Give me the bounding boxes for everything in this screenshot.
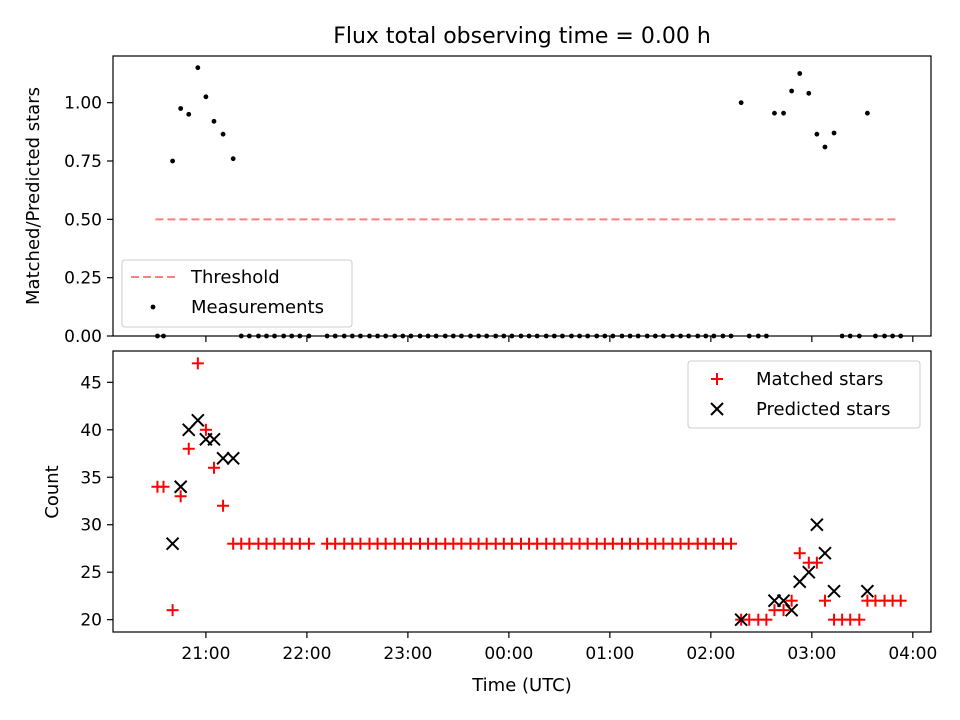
- predicted-stars-point: [802, 565, 816, 579]
- top-y-tick-label: 0.00: [64, 327, 102, 347]
- matched-stars-point: [191, 357, 204, 370]
- matched-stars-point: [810, 556, 823, 569]
- matched-stars-point: [174, 490, 187, 503]
- top-frame: [112, 55, 932, 337]
- top-marks: [155, 65, 904, 339]
- measurements-point: [806, 90, 812, 96]
- measurements-point: [772, 110, 777, 116]
- bottom-x-tick-label: 01:00: [585, 644, 634, 664]
- matched-stars-point: [157, 480, 170, 493]
- measurements-point: [738, 100, 744, 106]
- predicted-stars-point: [207, 432, 221, 446]
- predicted-stars-point: [173, 480, 188, 494]
- bottom-x-tick-label: 02:00: [686, 644, 735, 664]
- measurements-point: [230, 156, 236, 162]
- predicted-stars-point: [191, 413, 205, 428]
- matched-stars-point: [207, 461, 220, 474]
- matched-stars-point: [853, 613, 866, 626]
- matched-stars-point: [894, 594, 907, 607]
- matched-stars-point: [818, 594, 831, 607]
- matched-stars-point: [217, 499, 230, 512]
- bottom-x-tick-label: 03:00: [787, 644, 836, 664]
- predicted-stars-point: [776, 593, 791, 608]
- legend-matched-swatch: [711, 373, 723, 385]
- bottom-x-tick-label: 23:00: [383, 644, 432, 664]
- measurements-point: [822, 144, 828, 150]
- matched-stars-point: [785, 594, 798, 607]
- top-y-tick-label: 0.25: [64, 269, 102, 289]
- bottom-y-tick-label: 30: [80, 516, 102, 536]
- measurements-point: [211, 118, 217, 124]
- bottom-y-axis-label: Count: [42, 465, 63, 518]
- matched-stars-point: [760, 613, 773, 626]
- top-panel: 0.00 0.25 0.50 0.75 1.00 Matched/Predicted s…: [23, 55, 932, 347]
- bottom-y-tick-label: 40: [80, 421, 102, 441]
- top-y-tick-label: 0.75: [64, 152, 102, 172]
- predicted-stars-point: [216, 451, 230, 465]
- legend-measurements-label: Measurements: [191, 297, 324, 318]
- predicted-stars-point: [827, 584, 841, 598]
- predicted-stars-point: [810, 518, 824, 532]
- bottom-panel: 21:00 22:00 23:00 00:00 01:00 02:00 03:00 04:00…: [42, 350, 937, 696]
- bottom-x-axis-label: Time (UTC): [471, 675, 572, 696]
- measurements-point: [178, 106, 184, 111]
- matched-stars-point: [182, 442, 195, 455]
- bottom-x-tick-label: 04:00: [888, 644, 937, 664]
- matched-stars-point: [793, 547, 806, 560]
- legend-predicted-swatch: [710, 402, 724, 416]
- predicted-stars-point: [784, 603, 799, 617]
- bottom-marks: [151, 357, 907, 627]
- measurements-point: [864, 110, 870, 116]
- predicted-stars-point: [818, 546, 832, 560]
- legend-threshold-label: Threshold: [190, 267, 280, 288]
- bottom-frame: [112, 350, 932, 633]
- measurements-point: [789, 88, 795, 94]
- top-axes: 0.00 0.25 0.50 0.75 1.00: [64, 94, 914, 347]
- top-y-tick-label: 0.50: [64, 210, 102, 230]
- top-y-axis-label: Matched/Predicted stars: [23, 87, 44, 305]
- measurements-point: [831, 130, 837, 136]
- measurements-point: [170, 158, 175, 164]
- legend-measurements-swatch: [150, 304, 156, 310]
- bottom-y-tick-label: 35: [80, 468, 102, 488]
- matched-stars-point: [166, 604, 179, 617]
- matched-stars-point: [725, 537, 738, 550]
- predicted-stars-point: [734, 612, 748, 627]
- chart-title: Flux total observing time = 0.00 h: [333, 24, 711, 49]
- measurements-point: [797, 71, 803, 76]
- top-legend-box: [121, 259, 353, 328]
- measurements-point: [195, 65, 201, 71]
- measurements-point: [203, 94, 209, 100]
- predicted-stars-point: [165, 537, 180, 551]
- bottom-y-tick-label: 20: [80, 611, 102, 631]
- bottom-legend: Matched stars Predicted stars: [687, 360, 921, 429]
- matched-stars-point: [199, 423, 212, 436]
- predicted-stars-point: [226, 451, 240, 465]
- measurements-point: [814, 131, 820, 137]
- measurements-point: [186, 111, 192, 117]
- bottom-axes: 21:00 22:00 23:00 00:00 01:00 02:00 03:00 04:00…: [80, 373, 937, 664]
- bottom-x-tick-label: 22:00: [282, 644, 331, 664]
- bottom-y-tick-label: 25: [80, 563, 102, 583]
- bottom-legend-box: [687, 360, 921, 429]
- matched-stars-point: [302, 537, 315, 550]
- bottom-x-tick-label: 21:00: [181, 644, 230, 664]
- legend-matched-label: Matched stars: [756, 369, 883, 390]
- top-legend: Threshold Measurements: [121, 259, 353, 328]
- legend-predicted-label: Predicted stars: [756, 399, 890, 420]
- matched-stars-point: [777, 604, 790, 617]
- bottom-x-tick-label: 00:00: [484, 644, 533, 664]
- predicted-stars-point: [860, 584, 875, 598]
- top-y-tick-label: 1.00: [64, 94, 102, 114]
- measurements-point: [220, 131, 226, 137]
- measurements-point: [781, 110, 786, 116]
- bottom-y-tick-label: 45: [80, 373, 102, 393]
